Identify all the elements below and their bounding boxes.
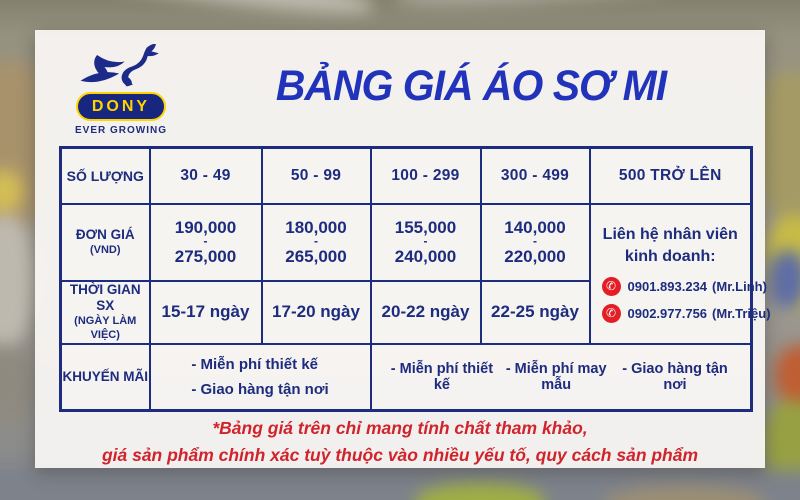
price-card: DONY EVER GROWING BẢNG GIÁ ÁO SƠ MI SỐ L… [35, 30, 771, 468]
phone-number: 0902.977.756 [627, 306, 708, 322]
corner-label: SỐ LƯỢNG [59, 146, 151, 205]
logo-wordmark: DONY [76, 92, 166, 121]
range-dash: - [533, 234, 537, 249]
range-dash: - [314, 234, 318, 249]
contact-heading: Liên hệ nhân viên kinh doanh: [602, 226, 738, 265]
price-table: SỐ LƯỢNG 30 - 49 50 - 99 100 - 299 300 -… [59, 146, 771, 413]
tier-30-49: 30 - 49 [148, 146, 263, 205]
promotion-row: KHUYẾN MÃI - Miễn phí thiết kế - Giao hà… [59, 342, 753, 412]
phone-icon: ✆ [601, 277, 621, 297]
days-30-49: 15-17 ngày [148, 279, 263, 345]
promo-large-orders: - Miễn phí thiết kế - Miễn phí may mẫu -… [369, 342, 753, 412]
quantity-header-row: SỐ LƯỢNG 30 - 49 50 - 99 100 - 299 300 -… [59, 146, 753, 205]
days-50-99: 17-20 ngày [260, 279, 372, 345]
phone-number: 0901.893.234 [627, 279, 708, 295]
phone-icon: ✆ [601, 304, 621, 324]
price-range-50-99: 180,000 - 265,000 [260, 202, 372, 282]
kangaroo-icon [80, 44, 159, 87]
phone-entry: ✆ 0901.893.234 (Mr.Linh) [601, 277, 767, 297]
phone-entry: ✆ 0902.977.756 (Mr.Triệu) [601, 304, 771, 324]
phone-contact-name: (Mr.Linh) [712, 279, 767, 295]
price-range-300-499: 140,000 - 220,000 [479, 202, 591, 282]
production-time-row: THỜI GIAN SX (NGÀY LÀM VIỆC) 15-17 ngày … [59, 279, 752, 345]
tier-500-plus: 500 TRỞ LÊN [588, 146, 753, 205]
tier-50-99: 50 - 99 [260, 146, 372, 205]
page-title: BẢNG GIÁ ÁO SƠ MI [275, 62, 667, 110]
days-100-299: 20-22 ngày [369, 279, 482, 345]
price-range-100-299: 155,000 - 240,000 [369, 202, 482, 282]
disclaimer-note: *Bảng giá trên chỉ mang tính chất tham k… [101, 418, 699, 466]
range-dash: - [423, 234, 428, 249]
unit-price-row: ĐƠN GIÁ (VND) 190,000 - 275,000 180,000 … [59, 202, 771, 345]
brand-name: DONY [91, 97, 151, 115]
price-range-30-49: 190,000 - 275,000 [148, 202, 263, 282]
brand-tagline: EVER GROWING [74, 125, 167, 136]
sales-contact-cell: Liên hệ nhân viên kinh doanh: ✆ 0901.893… [588, 202, 771, 345]
tier-300-499: 300 - 499 [479, 146, 591, 205]
phone-contact-name: (Mr.Triệu) [712, 306, 771, 322]
range-dash: - [203, 234, 208, 249]
days-300-499: 22-25 ngày [479, 279, 591, 345]
unit-price-label: ĐƠN GIÁ (VND) [59, 202, 151, 282]
promo-small-orders: - Miễn phí thiết kế - Giao hàng tận nơi [148, 342, 372, 412]
production-time-label: THỜI GIAN SX (NGÀY LÀM VIỆC) [59, 279, 151, 345]
tier-100-299: 100 - 299 [369, 146, 482, 205]
dony-logo: DONY EVER GROWING [60, 44, 182, 136]
promotion-label: KHUYẾN MÃI [59, 342, 151, 412]
